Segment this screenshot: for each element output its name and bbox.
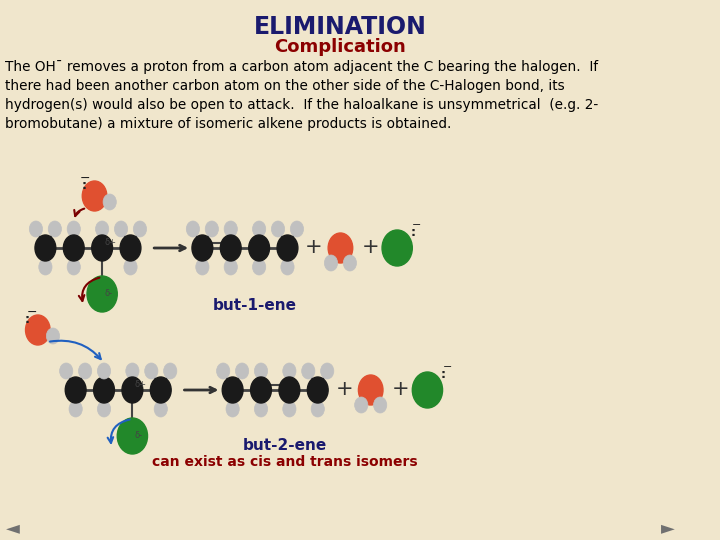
Ellipse shape (117, 418, 148, 454)
Ellipse shape (63, 235, 84, 261)
Ellipse shape (192, 235, 213, 261)
Text: δ+: δ+ (135, 380, 146, 389)
Ellipse shape (87, 276, 117, 312)
Text: δ+: δ+ (104, 238, 116, 247)
Text: The OH¯ removes a proton from a carbon atom adjacent the C bearing the halogen. : The OH¯ removes a proton from a carbon a… (5, 60, 598, 131)
Text: :: : (24, 313, 30, 326)
Text: −: − (27, 306, 37, 319)
Ellipse shape (279, 377, 300, 403)
Text: +: + (336, 379, 353, 399)
Ellipse shape (122, 377, 143, 403)
Ellipse shape (78, 363, 91, 379)
Ellipse shape (382, 230, 413, 266)
Ellipse shape (205, 221, 218, 237)
Text: δ-: δ- (104, 289, 112, 298)
Ellipse shape (150, 377, 171, 403)
Text: can exist as cis and trans isomers: can exist as cis and trans isomers (152, 455, 418, 469)
Ellipse shape (290, 221, 304, 237)
Ellipse shape (217, 363, 230, 379)
Text: ELIMINATION: ELIMINATION (254, 15, 427, 39)
Text: :: : (441, 368, 446, 381)
Text: +: + (392, 379, 410, 399)
Text: ►: ► (661, 519, 675, 537)
Ellipse shape (145, 363, 158, 379)
Text: :: : (410, 226, 415, 239)
Text: +: + (362, 237, 379, 257)
Ellipse shape (226, 401, 239, 417)
Text: but-2-ene: but-2-ene (243, 438, 327, 453)
Ellipse shape (328, 233, 353, 263)
Ellipse shape (253, 259, 266, 275)
Ellipse shape (114, 221, 127, 237)
Text: :: : (81, 179, 86, 192)
Ellipse shape (46, 328, 60, 344)
Ellipse shape (224, 259, 238, 275)
Ellipse shape (186, 221, 199, 237)
Ellipse shape (94, 377, 114, 403)
Ellipse shape (283, 401, 296, 417)
Ellipse shape (251, 377, 271, 403)
Ellipse shape (343, 255, 356, 271)
Ellipse shape (355, 397, 368, 413)
Ellipse shape (154, 401, 167, 417)
Text: Complication: Complication (274, 38, 406, 56)
Ellipse shape (320, 363, 334, 379)
Ellipse shape (103, 194, 117, 210)
Ellipse shape (253, 221, 266, 237)
Ellipse shape (66, 377, 86, 403)
Ellipse shape (325, 255, 338, 271)
Ellipse shape (359, 375, 383, 405)
Text: δ-: δ- (135, 431, 143, 440)
Ellipse shape (133, 221, 147, 237)
Ellipse shape (235, 363, 248, 379)
Ellipse shape (283, 363, 296, 379)
Ellipse shape (271, 221, 284, 237)
Text: −: − (79, 172, 90, 185)
Ellipse shape (97, 401, 111, 417)
Ellipse shape (69, 401, 82, 417)
Text: but-1-ene: but-1-ene (212, 298, 297, 313)
Ellipse shape (196, 259, 209, 275)
Ellipse shape (163, 363, 177, 379)
Ellipse shape (281, 259, 294, 275)
Text: −: − (443, 362, 452, 372)
Text: ◄: ◄ (6, 519, 20, 537)
Ellipse shape (277, 235, 298, 261)
Ellipse shape (39, 259, 52, 275)
Ellipse shape (374, 397, 387, 413)
Ellipse shape (224, 221, 238, 237)
Ellipse shape (311, 401, 325, 417)
Ellipse shape (254, 363, 268, 379)
Ellipse shape (254, 401, 268, 417)
Ellipse shape (60, 363, 73, 379)
Text: +: + (305, 237, 323, 257)
Ellipse shape (124, 259, 137, 275)
Ellipse shape (25, 315, 50, 345)
Ellipse shape (82, 181, 107, 211)
Ellipse shape (222, 377, 243, 403)
Ellipse shape (35, 235, 55, 261)
Ellipse shape (307, 377, 328, 403)
Ellipse shape (96, 221, 109, 237)
Ellipse shape (220, 235, 241, 261)
Ellipse shape (48, 221, 61, 237)
Text: −: − (413, 220, 422, 230)
Ellipse shape (67, 259, 81, 275)
Ellipse shape (30, 221, 42, 237)
Ellipse shape (97, 363, 111, 379)
Ellipse shape (91, 235, 112, 261)
Ellipse shape (248, 235, 269, 261)
Ellipse shape (126, 363, 139, 379)
Ellipse shape (67, 221, 81, 237)
Ellipse shape (413, 372, 443, 408)
Ellipse shape (302, 363, 315, 379)
Ellipse shape (120, 235, 141, 261)
